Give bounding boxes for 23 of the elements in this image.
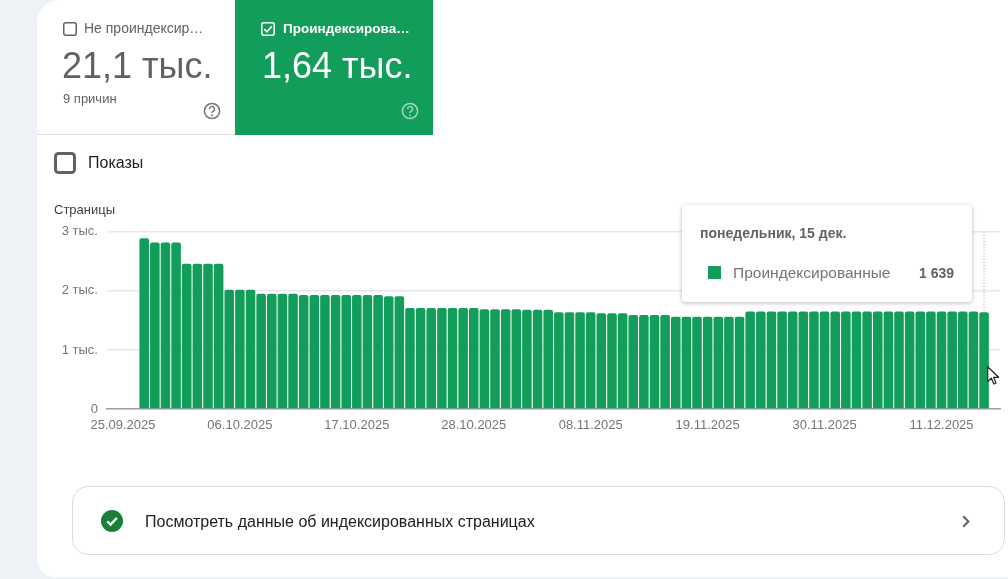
- x-tick-label: 19.11.2025: [675, 417, 740, 433]
- legend-label: Проиндексированные: [733, 263, 891, 282]
- y-tick-label: 1 тыс.: [61, 341, 98, 357]
- x-tick-label: 11.12.2025: [909, 417, 974, 433]
- text: Проиндексирова…: [283, 20, 410, 37]
- text: Не проиндексир…: [84, 20, 204, 37]
- text: 1,64 тыс.: [262, 45, 413, 86]
- text: 21,1 тыс.: [62, 45, 213, 86]
- x-tick-label: 06.10.2025: [207, 417, 273, 433]
- y-tick-label: 3 тыс.: [61, 223, 98, 239]
- y-axis-title: Страницы: [54, 202, 116, 218]
- text: Посмотреть данные об индексированных страницах: [145, 512, 535, 531]
- text: 9 причин: [63, 91, 117, 107]
- annotation: 1 639: [919, 264, 955, 282]
- y-tick-label: 2 тыс.: [61, 282, 98, 298]
- y-tick-label: 0: [90, 400, 98, 416]
- x-tick-label: 08.11.2025: [558, 417, 623, 433]
- x-tick-label: 17.10.2025: [324, 417, 390, 433]
- x-tick-label: 30.11.2025: [792, 417, 857, 433]
- x-tick-label: 25.09.2025: [90, 417, 156, 433]
- annotation: понедельник, 15 дек.: [700, 224, 847, 242]
- text: Показы: [88, 153, 144, 172]
- x-tick-label: 28.10.2025: [441, 417, 507, 433]
